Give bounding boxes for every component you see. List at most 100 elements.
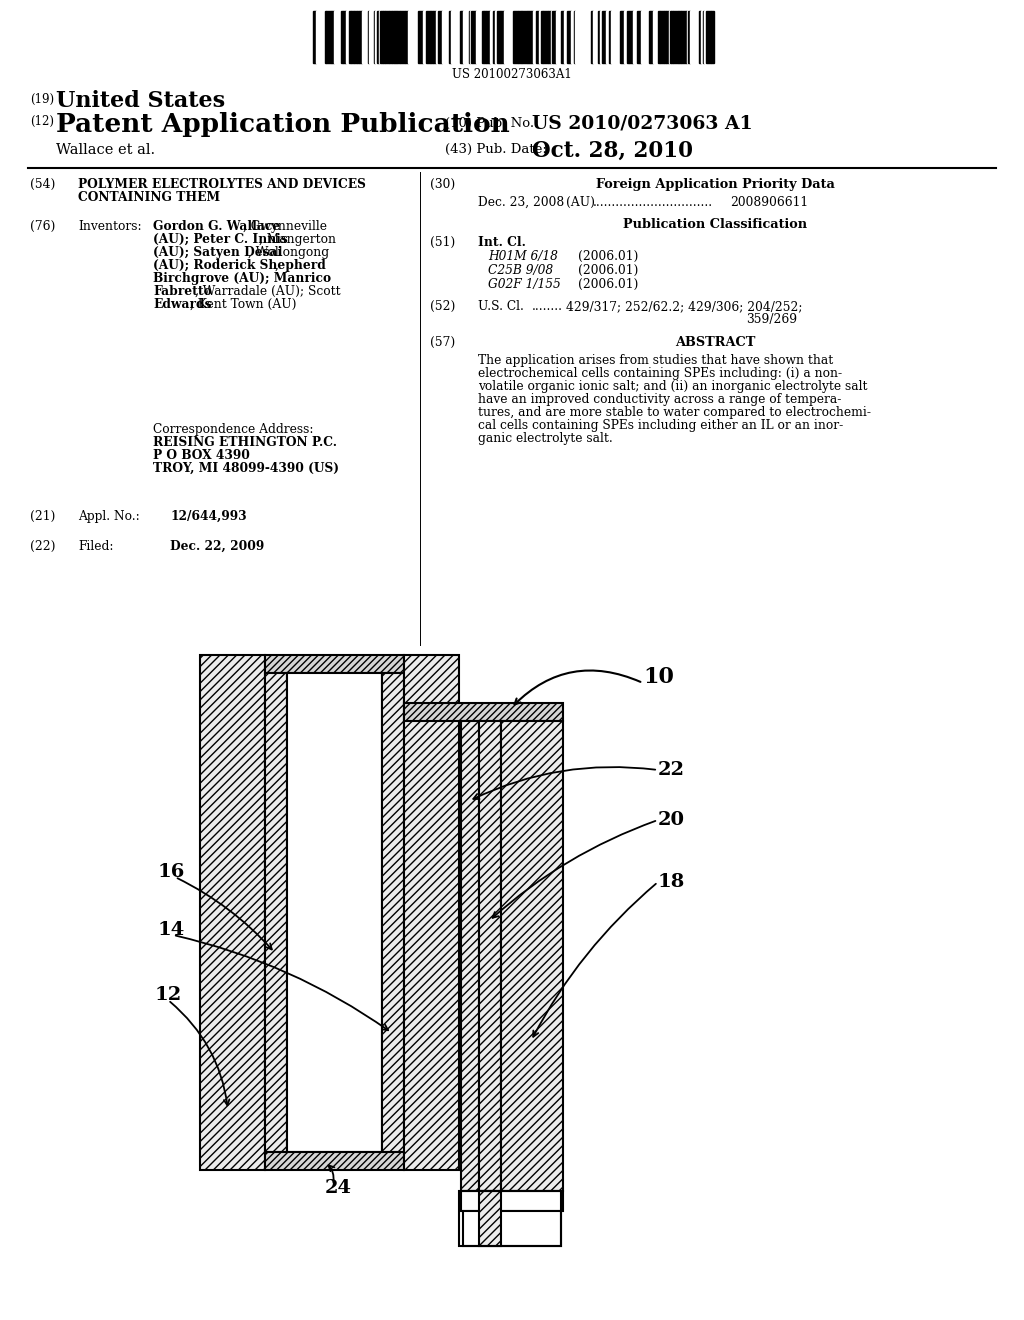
Text: ...............................: ............................... (593, 195, 713, 209)
Text: (AU); Peter C. Innis: (AU); Peter C. Innis (153, 234, 288, 246)
Bar (575, 11, 578, 63)
Bar (501, 11, 504, 63)
Bar (611, 11, 613, 63)
Bar (200, 655, 265, 1170)
Bar (375, 11, 377, 63)
Text: 18: 18 (658, 873, 685, 891)
Text: TROY, MI 48099-4390 (US): TROY, MI 48099-4390 (US) (153, 462, 339, 475)
Bar (522, 11, 527, 63)
Text: (22): (22) (30, 540, 55, 553)
Text: (19): (19) (30, 92, 54, 106)
Text: (AU): (AU) (566, 195, 595, 209)
Text: P O BOX 4390: P O BOX 4390 (153, 449, 250, 462)
Text: ABSTRACT: ABSTRACT (675, 337, 755, 348)
Text: tures, and are more stable to water compared to electrochemi-: tures, and are more stable to water comp… (478, 407, 871, 418)
Text: , Warradale (AU); Scott: , Warradale (AU); Scott (196, 285, 341, 298)
Text: H01M 6/18: H01M 6/18 (488, 249, 558, 263)
Bar (411, 11, 413, 63)
Text: G02F 1/155: G02F 1/155 (488, 279, 561, 290)
Text: United States: United States (56, 90, 225, 112)
Bar (451, 11, 453, 63)
Bar (436, 11, 438, 63)
Bar (461, 1191, 563, 1210)
Bar (337, 11, 340, 63)
Bar (656, 11, 658, 63)
Bar (479, 721, 501, 1191)
Text: 24: 24 (325, 1179, 352, 1197)
Text: (51): (51) (430, 236, 456, 249)
Bar (326, 11, 331, 63)
Bar (633, 11, 637, 63)
Text: (10) Pub. No.:: (10) Pub. No.: (445, 117, 539, 129)
Bar (578, 11, 581, 63)
Text: Filed:: Filed: (78, 540, 114, 553)
Bar (397, 11, 400, 63)
Bar (486, 11, 489, 63)
Bar (382, 673, 404, 1152)
Text: CONTAINING THEM: CONTAINING THEM (78, 191, 220, 205)
Bar (701, 11, 703, 63)
Text: ,: , (274, 259, 279, 272)
Bar (624, 11, 627, 63)
Bar (366, 11, 368, 63)
Text: , Wollongong: , Wollongong (249, 246, 330, 259)
Text: , Kent Town (AU): , Kent Town (AU) (190, 298, 297, 312)
Bar (351, 11, 354, 63)
Bar (265, 673, 287, 1152)
Bar (445, 11, 449, 63)
Bar (443, 11, 445, 63)
Bar (453, 11, 456, 63)
Bar (559, 11, 561, 63)
Bar (622, 11, 624, 63)
Text: 359/269: 359/269 (746, 313, 797, 326)
Text: POLYMER ELECTROLYTES AND DEVICES: POLYMER ELECTROLYTES AND DEVICES (78, 178, 366, 191)
Bar (536, 11, 539, 63)
Text: (21): (21) (30, 510, 55, 523)
Bar (567, 11, 569, 63)
Text: 12: 12 (155, 986, 182, 1005)
Bar (641, 11, 644, 63)
Bar (637, 11, 639, 63)
Bar (463, 11, 466, 63)
Bar (627, 11, 629, 63)
Bar (602, 11, 606, 63)
Text: 16: 16 (158, 863, 185, 880)
Bar (529, 11, 531, 63)
Text: (52): (52) (430, 300, 456, 313)
Text: Publication Classification: Publication Classification (623, 218, 807, 231)
Bar (556, 11, 558, 63)
Bar (681, 11, 686, 63)
Bar (343, 11, 345, 63)
Bar (511, 11, 513, 63)
Bar (617, 11, 618, 63)
Text: ganic electrolyte salt.: ganic electrolyte salt. (478, 432, 612, 445)
Text: (2006.01): (2006.01) (578, 264, 638, 277)
Bar (341, 11, 343, 63)
Bar (389, 11, 392, 63)
Text: US 20100273063A1: US 20100273063A1 (453, 69, 571, 81)
Text: , Gwynneville: , Gwynneville (243, 220, 327, 234)
Bar (404, 704, 563, 721)
Bar (513, 11, 518, 63)
Text: volatile organic ionic salt; and (ii) an inorganic electrolyte salt: volatile organic ionic salt; and (ii) an… (478, 380, 867, 393)
Bar (711, 11, 714, 63)
Bar (413, 11, 418, 63)
Bar (587, 11, 591, 63)
Bar (497, 11, 500, 63)
Bar (362, 11, 364, 63)
Text: Oct. 28, 2010: Oct. 28, 2010 (532, 140, 693, 162)
Bar (543, 11, 548, 63)
Text: (30): (30) (430, 178, 456, 191)
Bar (466, 11, 468, 63)
Bar (404, 655, 459, 1170)
Bar (357, 11, 359, 63)
Text: electrochemical cells containing SPEs including: (i) a non-: electrochemical cells containing SPEs in… (478, 367, 842, 380)
Text: (12): (12) (30, 115, 54, 128)
Text: 22: 22 (658, 762, 685, 779)
Bar (380, 11, 383, 63)
Bar (433, 11, 436, 63)
Text: Patent Application Publication: Patent Application Publication (56, 112, 510, 137)
Bar (408, 11, 411, 63)
Text: (43) Pub. Date:: (43) Pub. Date: (445, 143, 547, 156)
Bar (316, 11, 319, 63)
